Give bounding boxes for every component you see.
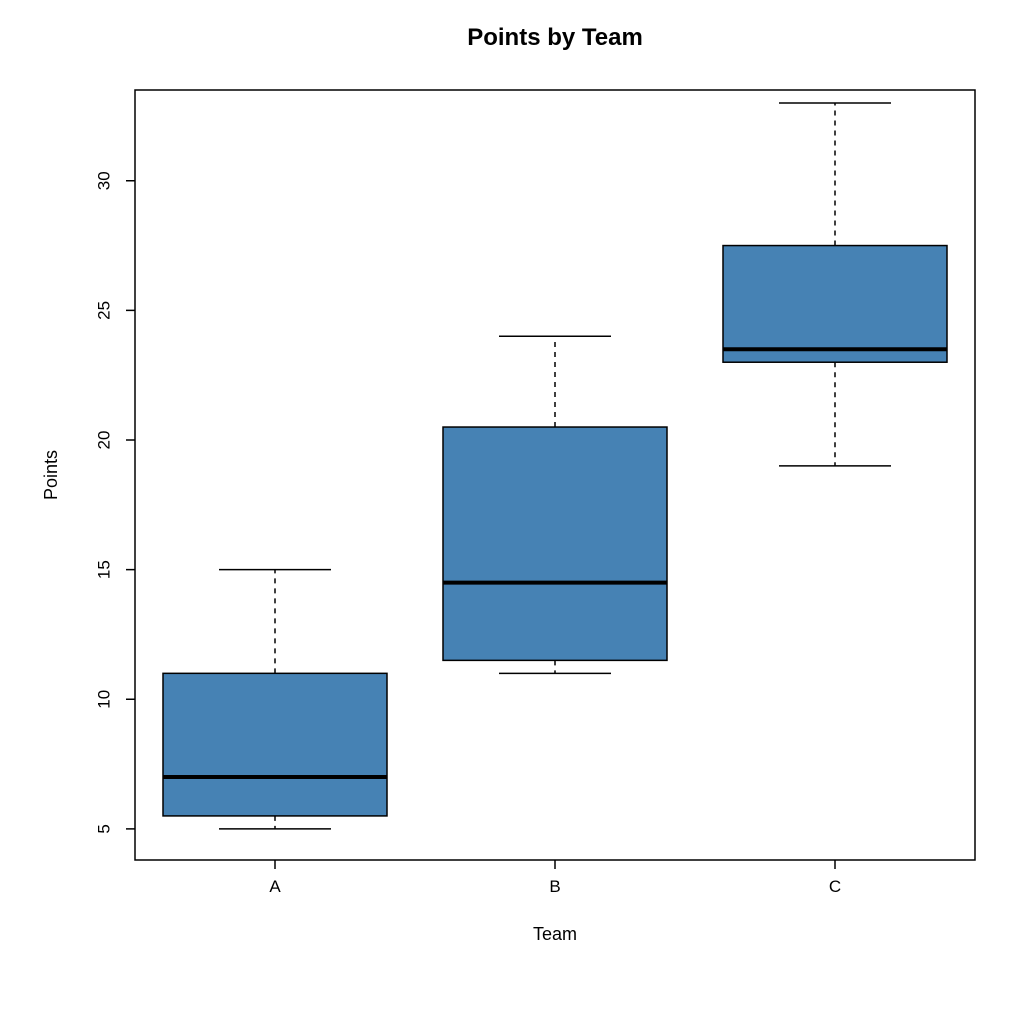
- y-axis-label: Points: [41, 450, 61, 500]
- y-tick-label: 30: [94, 171, 113, 190]
- y-tick-label: 25: [94, 301, 113, 320]
- box: [163, 673, 387, 816]
- box: [723, 246, 947, 363]
- y-tick-label: 10: [94, 690, 113, 709]
- x-tick-label: B: [549, 877, 560, 896]
- x-axis-label: Team: [533, 924, 577, 944]
- y-tick-label: 15: [94, 560, 113, 579]
- x-tick-label: A: [269, 877, 281, 896]
- x-tick-label: C: [829, 877, 841, 896]
- chart-title: Points by Team: [467, 24, 643, 51]
- y-tick-label: 20: [94, 431, 113, 450]
- chart-container: Points by Team 5 10 15 20 25 30 A B C Points Team: [0, 0, 1035, 1017]
- box: [443, 427, 667, 660]
- y-tick-label: 5: [94, 824, 113, 833]
- boxplot-chart: Points by Team 5 10 15 20 25 30 A B C Points Team: [0, 0, 1035, 1017]
